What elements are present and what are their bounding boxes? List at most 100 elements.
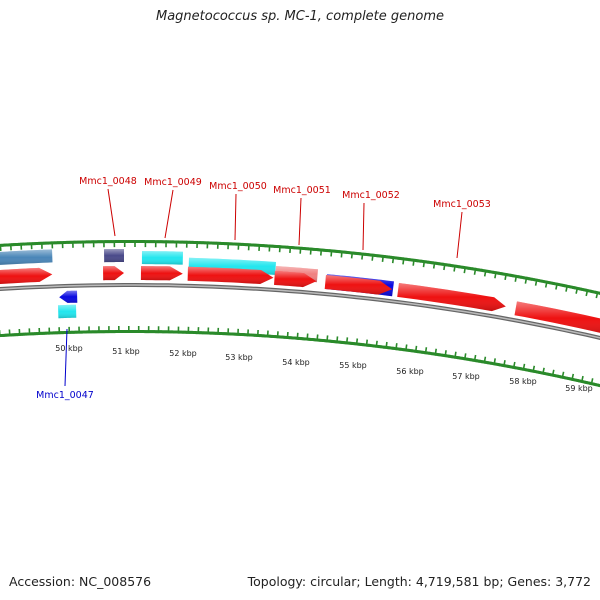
outer-tick [487, 269, 490, 274]
outer-tick [479, 268, 482, 272]
inner-tick [477, 359, 480, 363]
inner-tick [591, 382, 594, 386]
inner-tick [563, 376, 566, 380]
outer-tick [536, 278, 539, 282]
inner-tick [445, 354, 448, 358]
inner-tick [506, 364, 509, 368]
inner-tick [375, 340, 378, 348]
inner-tick [528, 368, 531, 373]
gene-features [0, 249, 600, 333]
outer-tick [513, 274, 516, 278]
inner-tick [511, 365, 514, 369]
inner-tick [573, 378, 577, 382]
gene-label: Mmc1_0053 [433, 199, 491, 210]
outer-tick [533, 278, 536, 282]
inner-tick [523, 367, 526, 372]
leader-line [64, 328, 68, 387]
inner-tick [316, 334, 319, 342]
inner-tick [548, 372, 551, 377]
outer-tick [548, 281, 551, 285]
gc-block-cyan-1-shade [141, 251, 183, 265]
outer-tick [555, 282, 559, 290]
outer-tick [473, 267, 477, 275]
outer-tick [581, 287, 584, 292]
inner-tick [479, 359, 482, 364]
inner-tick [574, 378, 578, 382]
inner-tick [534, 369, 537, 374]
outer-tick [472, 267, 475, 271]
outer-tick [517, 275, 520, 279]
genome-summary: Topology: circular; Length: 4,719,581 bp… [247, 574, 591, 589]
inner-tick [453, 355, 456, 359]
outer-tick [547, 280, 550, 285]
inner-tick [586, 381, 589, 385]
outer-tick [514, 274, 518, 282]
outer-tick [514, 274, 517, 278]
outer-tick [503, 272, 506, 276]
inner-tick [514, 366, 517, 370]
outer-tick [448, 263, 451, 267]
outer-tick [340, 250, 343, 258]
outer-tick [510, 273, 513, 278]
inner-tick [286, 331, 289, 340]
inner-tick [558, 374, 561, 379]
outer-tick [563, 283, 566, 288]
cds-arrow-shade [187, 266, 274, 284]
outer-tick [551, 281, 554, 285]
outer-tick [475, 267, 478, 272]
inner-tick [355, 338, 359, 346]
outer-tick [289, 245, 292, 253]
inner-tick [496, 362, 499, 366]
outer-tick [544, 280, 548, 288]
outer-tick [391, 255, 395, 264]
outer-tick [471, 267, 474, 271]
outer-tick [530, 277, 533, 281]
inner-tick [473, 354, 477, 363]
outer-tick [492, 270, 495, 275]
outer-tick [488, 270, 491, 274]
leader-line [456, 211, 463, 259]
inner-tick [456, 355, 459, 360]
inner-tick [276, 331, 279, 339]
inner-tick [582, 380, 585, 384]
inner-tick [567, 376, 570, 381]
inner-tick [565, 376, 568, 380]
outer-tick [567, 284, 570, 289]
outer-tick [449, 263, 452, 268]
outer-tick [554, 282, 557, 286]
outer-tick [569, 285, 572, 289]
outer-tick [583, 288, 586, 292]
inner-tick [463, 353, 467, 361]
inner-tick [492, 362, 495, 366]
inner-tick [480, 359, 483, 364]
inner-tick [571, 373, 575, 381]
inner-tick [500, 363, 503, 367]
outer-tick [511, 273, 514, 278]
inner-tick [555, 374, 558, 378]
accession-text: Accession: NC_008576 [9, 574, 152, 589]
outer-tick [588, 289, 591, 293]
outer-tick [537, 278, 540, 283]
inner-tick [365, 339, 368, 347]
outer-tick [421, 259, 424, 263]
inner-tick [485, 360, 488, 365]
outer-tick [575, 286, 579, 294]
inner-tick [501, 363, 504, 367]
inner-tick [544, 372, 547, 376]
inner-tick [513, 365, 516, 370]
inner-tick [515, 366, 518, 370]
outer-tick [556, 282, 560, 286]
outer-tick [309, 247, 312, 255]
inner-tick [404, 344, 408, 352]
inner-tick [545, 372, 548, 376]
outer-tick [502, 272, 505, 276]
inner-tick [470, 358, 473, 362]
outer-tick [518, 275, 521, 279]
outer-tick [572, 285, 575, 290]
inner-tick [489, 361, 492, 365]
inner-tick [465, 357, 468, 361]
inner-tick [306, 333, 309, 341]
outer-tick [568, 285, 571, 289]
inner-tick [451, 355, 454, 359]
outer-tick [534, 278, 537, 282]
